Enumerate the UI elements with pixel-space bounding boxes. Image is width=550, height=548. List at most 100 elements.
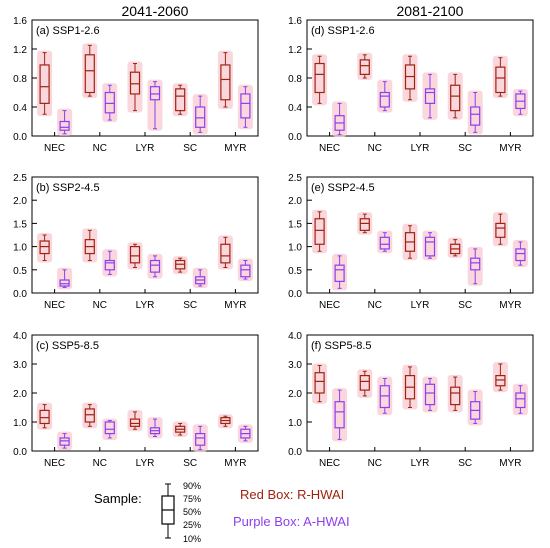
iqr-box — [104, 91, 115, 114]
box-halo — [192, 94, 208, 135]
y-tick-label: 0.4 — [288, 103, 302, 114]
iqr-box — [195, 433, 206, 446]
box-halo — [492, 55, 508, 99]
iqr-box — [359, 59, 370, 75]
x-tick-label: NC — [368, 300, 382, 311]
x-tick-label: NC — [93, 458, 107, 469]
x-tick-label: SC — [458, 458, 472, 469]
panel-label: (a) SSP1-2.6 — [36, 25, 100, 37]
y-tick-label: 2.0 — [288, 196, 302, 207]
iqr-box — [515, 248, 526, 262]
x-tick-label: MYR — [499, 300, 521, 311]
iqr-box — [495, 222, 506, 238]
red-box-nec — [37, 233, 53, 263]
iqr-box — [359, 375, 370, 391]
iqr-box — [84, 54, 95, 94]
panel-label: (f) SSP5-8.5 — [311, 340, 372, 352]
x-tick-label: SC — [183, 143, 197, 154]
iqr-box — [240, 264, 251, 278]
iqr-box — [314, 62, 325, 94]
x-tick-label: NEC — [44, 143, 65, 154]
purple-box-lyr — [422, 376, 438, 413]
red-box-nec — [312, 363, 328, 404]
iqr-box — [149, 86, 161, 101]
purple-box-lyr — [147, 253, 163, 279]
purple-box-lyr — [422, 230, 438, 261]
y-tick-label: 1.6 — [288, 16, 302, 27]
y-tick-label: 1.6 — [13, 16, 27, 27]
box-halo — [492, 362, 508, 393]
purple-box-myr — [237, 258, 253, 282]
legend-percentile-label: 50% — [183, 507, 201, 517]
x-tick-label: NC — [368, 458, 382, 469]
purple-box-myr — [512, 89, 528, 117]
legend-purple-label: Purple Box: A-HWAI — [233, 514, 350, 529]
iqr-box — [359, 218, 370, 231]
purple-box-nc — [377, 376, 393, 416]
legend-sample-label: Sample: — [94, 491, 142, 506]
box-halo — [467, 389, 483, 426]
iqr-box — [220, 243, 231, 264]
iqr-box — [424, 383, 436, 406]
box-halo — [127, 61, 143, 113]
red-box-sc — [172, 256, 188, 275]
purple-box-nc — [102, 249, 118, 277]
iqr-box — [195, 106, 206, 128]
panel-3: 0.0 0.5 1.0 1.5 2.0 2.5 (e) SSP2-4.5 NEC NC LYR SC… — [288, 173, 534, 311]
legend-percentile-label: 75% — [183, 494, 201, 504]
y-tick-label: 0.8 — [13, 74, 27, 85]
box-halo — [172, 83, 188, 117]
x-tick-label: LYR — [136, 458, 155, 469]
iqr-box — [175, 88, 186, 112]
red-box-myr — [217, 414, 233, 429]
y-tick-label: 4.0 — [288, 331, 302, 342]
y-tick-label: 1.0 — [288, 418, 302, 429]
x-tick-label: NC — [93, 300, 107, 311]
legend-percentile-label: 25% — [183, 520, 201, 530]
x-tick-label: LYR — [411, 300, 430, 311]
red-box-sc — [172, 83, 188, 117]
y-tick-label: 0.0 — [13, 447, 27, 458]
red-box-myr — [492, 55, 508, 99]
legend-red-label: Red Box: R-HWAI — [240, 487, 345, 502]
box-halo — [422, 72, 438, 120]
purple-box-sc — [467, 246, 483, 286]
y-tick-label: 2.5 — [288, 173, 302, 184]
y-tick-label: 3.0 — [13, 360, 27, 371]
purple-box-nec — [57, 108, 73, 136]
x-tick-label: MYR — [224, 300, 246, 311]
iqr-box — [379, 91, 390, 108]
red-box-nc — [82, 402, 98, 429]
red-box-nc — [82, 43, 98, 99]
box-halo — [422, 230, 438, 261]
iqr-box — [470, 106, 481, 126]
box-halo — [447, 375, 463, 413]
y-tick-label: 1.2 — [13, 45, 27, 56]
y-tick-label: 1.0 — [288, 243, 302, 254]
box-halo — [357, 369, 373, 398]
red-box-sc — [447, 72, 463, 120]
box-halo — [422, 376, 438, 413]
purple-box-lyr — [422, 72, 438, 120]
iqr-box — [334, 401, 345, 429]
iqr-box — [39, 240, 50, 255]
x-tick-label: MYR — [499, 143, 521, 154]
iqr-box — [495, 375, 506, 387]
iqr-box — [59, 279, 70, 287]
iqr-box — [450, 84, 461, 112]
purple-box-sc — [192, 267, 208, 289]
red-box-lyr — [127, 409, 143, 432]
x-tick-label: SC — [183, 458, 197, 469]
x-tick-label: NC — [93, 143, 107, 154]
iqr-box — [59, 437, 70, 446]
legend-percentile-label: 90% — [183, 481, 201, 491]
panel-label: (e) SSP2-4.5 — [311, 182, 375, 194]
box-halo — [332, 101, 348, 137]
purple-box-nc — [377, 79, 393, 113]
iqr-box — [314, 218, 325, 245]
y-tick-label: 2.0 — [13, 196, 27, 207]
red-box-nc — [357, 369, 373, 398]
y-tick-label: 0.5 — [13, 266, 27, 277]
x-tick-label: NEC — [44, 300, 65, 311]
purple-box-myr — [512, 383, 528, 416]
